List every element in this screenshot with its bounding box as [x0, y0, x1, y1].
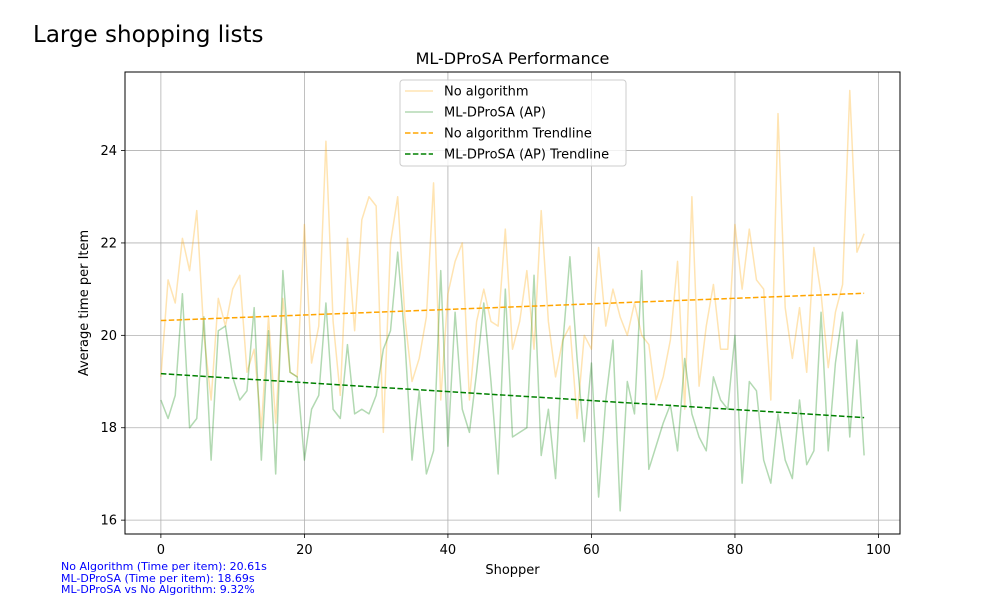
series-line-0: [160, 89, 865, 434]
series-lines: [160, 89, 865, 512]
y-tick-label: 16: [100, 514, 117, 529]
y-ticks: 16 18 20 22 24: [100, 144, 125, 529]
x-tick-label: 40: [440, 543, 457, 558]
series-line-2: [160, 292, 865, 322]
series-line-3: [160, 372, 865, 419]
legend-label: ML-DProSA (AP) Trendline: [444, 148, 609, 163]
stat-no-algorithm: No Algorithm (Time per item): 20.61s: [61, 560, 267, 573]
stat-comparison: ML-DProSA vs No Algorithm: 9.32%: [61, 583, 255, 597]
legend: No algorithm ML-DProSA (AP) No algorithm T…: [399, 79, 627, 167]
legend-box: [399, 79, 627, 167]
x-tick-label: 60: [583, 543, 600, 558]
x-tick-label: 80: [727, 543, 744, 558]
x-axis-label: Shopper: [485, 563, 540, 578]
x-ticks: 0 20 40 60 80 100: [157, 534, 891, 558]
x-tick-label: 100: [866, 543, 891, 558]
stat-ml-dprosa: ML-DProSA (Time per item): 18.69s: [61, 571, 255, 585]
legend-label: No algorithm: [444, 85, 529, 100]
x-tick-label: 0: [157, 543, 165, 558]
y-tick-label: 24: [100, 144, 117, 159]
plot-frame: [124, 71, 901, 535]
legend-label: No algorithm Trendline: [444, 127, 592, 142]
series-line-1: [160, 251, 865, 512]
figure-suptitle: Large shopping lists: [33, 22, 264, 48]
summary-stats: No Algorithm (Time per item): 20.61s ML-…: [61, 561, 267, 596]
chart-title: ML-DProSA Performance: [416, 49, 610, 68]
y-axis-label: Average time per Item: [77, 230, 92, 376]
y-tick-label: 20: [100, 329, 117, 344]
y-tick-label: 18: [100, 421, 117, 436]
y-tick-label: 22: [100, 236, 117, 251]
legend-label: ML-DProSA (AP): [444, 106, 546, 121]
x-tick-label: 20: [296, 543, 313, 558]
